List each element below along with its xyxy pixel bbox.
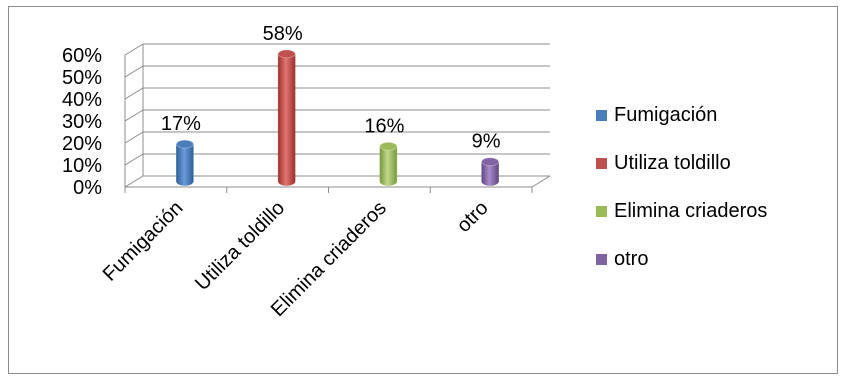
gridline-side [124, 175, 144, 188]
y-tick-label: 60% [62, 45, 102, 67]
y-tick-label: 40% [62, 89, 102, 111]
legend-item: Fumigación [596, 103, 767, 127]
bars [175, 49, 500, 186]
y-tick-label: 10% [62, 155, 102, 177]
bar [379, 141, 398, 186]
floor-edge [531, 175, 551, 188]
legend-label: Fumigación [614, 103, 718, 126]
legend-label: Utiliza toldillo [614, 151, 731, 174]
legend-item: Utiliza toldillo [596, 151, 767, 175]
y-tick-label: 20% [62, 133, 102, 155]
gridline-side [124, 43, 144, 56]
data-label: 58% [263, 23, 303, 45]
gridline-side [124, 109, 144, 122]
gridline-side [124, 153, 144, 166]
category-label: Utiliza toldillo [191, 197, 289, 295]
legend-swatch [596, 109, 607, 121]
y-tick-label: 30% [62, 111, 102, 133]
bar [175, 139, 194, 186]
legend-swatch [596, 253, 607, 265]
legend-item: otro [596, 247, 767, 271]
chart-frame [8, 6, 838, 374]
data-label: 17% [161, 113, 201, 135]
legend-swatch [596, 157, 607, 169]
bar [481, 157, 500, 186]
data-label: 16% [364, 115, 404, 137]
category-label: Fumigación [99, 197, 188, 286]
gridline-side [124, 131, 144, 144]
legend-swatch [596, 205, 607, 217]
data-label: 9% [472, 131, 501, 153]
gridline-side [124, 65, 144, 78]
category-label: otro [453, 197, 493, 237]
legend-item: Elimina criaderos [596, 199, 767, 223]
y-tick-label: 50% [62, 67, 102, 89]
data-labels: 17% 58% 16% 9% [161, 23, 501, 153]
legend-label: Elimina criaderos [614, 199, 768, 222]
y-axis-ticks: 0%10%20%30%40%50%60% [62, 45, 102, 199]
y-tick-label: 0% [73, 177, 102, 199]
legend: Fumigación Utiliza toldillo Elimina criade… [596, 103, 767, 295]
bar [277, 49, 296, 186]
legend-label: otro [614, 247, 649, 270]
gridline-side [124, 87, 144, 100]
